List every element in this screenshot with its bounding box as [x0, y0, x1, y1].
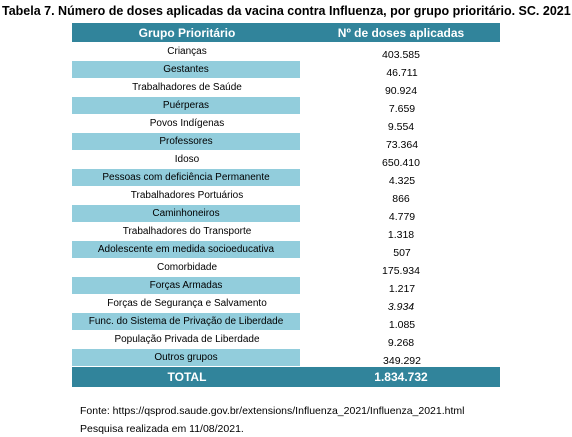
table-title: Tabela 7. Número de doses aplicadas da v…	[2, 4, 571, 18]
date-note: Pesquisa realizada em 11/08/2021.	[80, 423, 244, 435]
doses-cell: 4.779	[388, 210, 416, 223]
total-label: TOTAL	[72, 366, 302, 387]
table-row: Forças Armadas 1.217	[72, 276, 500, 295]
table-row: Idoso 650.410	[72, 150, 500, 169]
table-row: Puérperas 7.659	[72, 96, 500, 115]
doses-cell: 90.924	[384, 84, 418, 97]
doses-cell: 9.268	[387, 336, 415, 349]
doses-cell: 73.364	[385, 138, 419, 151]
table-row: População Privada de Liberdade 9.268	[72, 330, 500, 349]
table-row: Povos Indígenas 9.554	[72, 114, 500, 133]
total-value: 1.834.732	[302, 366, 500, 387]
group-cell: População Privada de Liberdade	[72, 330, 302, 349]
group-cell: Crianças	[72, 42, 302, 61]
table-row: Trabalhadores de Saúde 90.924	[72, 78, 500, 97]
doses-cell: 403.585	[382, 48, 420, 61]
table-row: Forças de Segurança e Salvamento 3.934	[72, 294, 500, 313]
doses-cell: 3.934	[387, 300, 415, 313]
table-row: Pessoas com deficiência Permanente 4.325	[72, 168, 500, 187]
doses-cell: 175.934	[382, 264, 420, 277]
doses-cell: 7.659	[388, 102, 416, 115]
group-cell: Pessoas com deficiência Permanente	[72, 168, 304, 187]
group-cell: Func. do Sistema de Privação de Liberdad…	[72, 312, 304, 331]
group-cell: Puérperas	[72, 96, 304, 115]
group-cell: Outros grupos	[72, 348, 304, 367]
column-header-doses: Nº de doses aplicadas	[302, 23, 500, 43]
table-row: Crianças 403.585	[72, 42, 500, 61]
table-row: Caminhoneiros 4.779	[72, 204, 500, 223]
doses-cell: 507	[393, 246, 411, 259]
group-cell: Trabalhadores de Saúde	[72, 78, 302, 97]
group-cell: Gestantes	[72, 60, 304, 79]
doses-cell: 9.554	[387, 120, 415, 133]
doses-cell: 4.325	[388, 174, 416, 187]
group-cell: Trabalhadores Portuários	[72, 186, 302, 205]
table-row: Trabalhadores do Transporte 1.318	[72, 222, 500, 241]
column-header-group: Grupo Prioritário	[72, 23, 302, 43]
doses-cell: 349.292	[383, 354, 421, 367]
doses-cell: 650.410	[382, 156, 420, 169]
table-row: Comorbidade 175.934	[72, 258, 500, 277]
group-cell: Trabalhadores do Transporte	[72, 222, 302, 241]
table-row: Adolescente em medida socioeducativa 507	[72, 240, 500, 259]
table-row: Outros grupos 349.292	[72, 348, 500, 367]
table-row: Gestantes 46.711	[72, 60, 500, 79]
doses-cell: 1.318	[387, 228, 415, 241]
group-cell: Caminhoneiros	[72, 204, 304, 223]
source-note: Fonte: https://qsprod.saude.gov.br/exten…	[80, 405, 465, 417]
group-cell: Adolescente em medida socioeducativa	[72, 240, 304, 259]
group-cell: Professores	[72, 132, 304, 151]
total-row: TOTAL 1.834.732	[72, 366, 500, 387]
doses-table-container: Grupo Prioritário Nº de doses aplicadas …	[72, 23, 500, 387]
group-cell: Idoso	[72, 150, 302, 169]
doses-cell: 1.217	[388, 282, 416, 295]
doses-table: Grupo Prioritário Nº de doses aplicadas …	[72, 23, 500, 387]
table-body: Crianças 403.585 Gestantes 46.711 Trabalhado…	[72, 42, 500, 367]
table-header-row: Grupo Prioritário Nº de doses aplicadas	[72, 23, 500, 43]
group-cell: Forças Armadas	[72, 276, 304, 295]
group-cell: Forças de Segurança e Salvamento	[72, 294, 302, 313]
doses-cell: 866	[392, 192, 410, 205]
group-cell: Comorbidade	[72, 258, 302, 277]
doses-cell: 46.711	[386, 66, 418, 79]
table-row: Trabalhadores Portuários 866	[72, 186, 500, 205]
table-row: Professores 73.364	[72, 132, 500, 151]
doses-cell: 1.085	[388, 318, 416, 331]
table-row: Func. do Sistema de Privação de Liberdad…	[72, 312, 500, 331]
group-cell: Povos Indígenas	[72, 114, 302, 133]
